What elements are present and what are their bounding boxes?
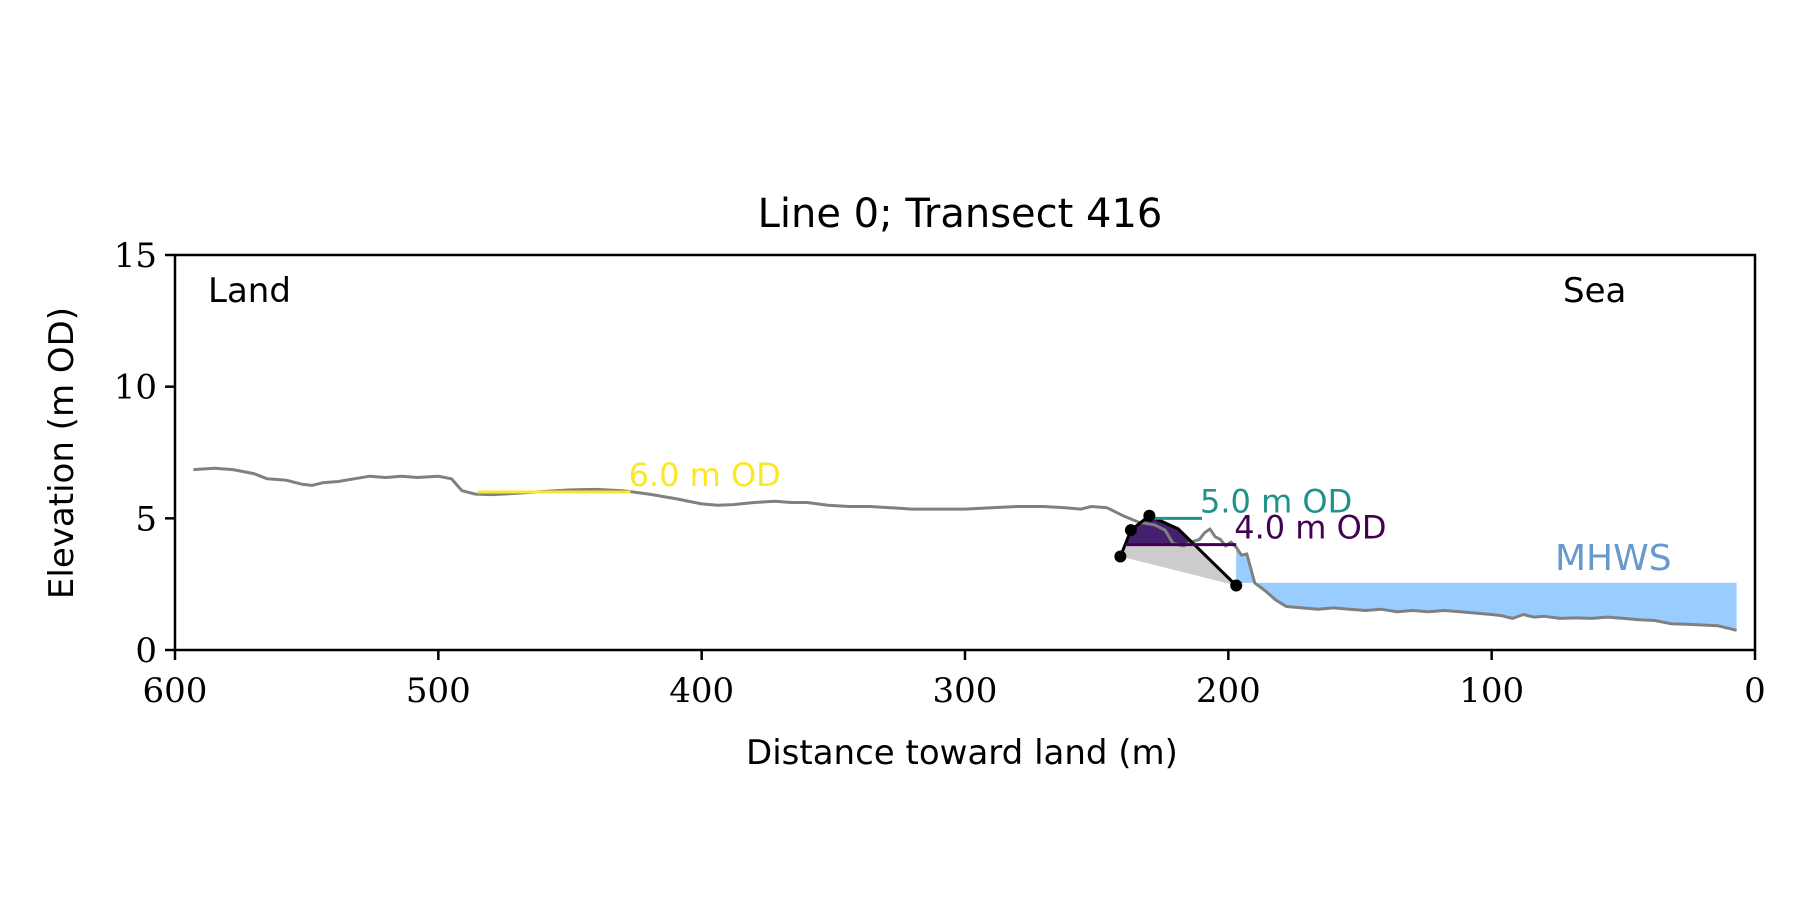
contour-label-2: 4.0 m OD xyxy=(1234,509,1386,547)
x-axis-label: Distance toward land (m) xyxy=(746,733,1178,773)
x-tick-label-5: 100 xyxy=(1459,671,1524,711)
x-tick-label-6: 0 xyxy=(1744,671,1766,711)
x-axis: 600 500 400 300 200 100 0 xyxy=(143,650,1766,711)
y-tick-label-3: 15 xyxy=(114,236,157,276)
x-tick-label-4: 200 xyxy=(1196,671,1261,711)
y-tick-label-0: 0 xyxy=(135,631,157,671)
sea-label: Sea xyxy=(1563,271,1626,311)
chart-title: Line 0; Transect 416 xyxy=(758,191,1163,237)
x-tick-label-1: 500 xyxy=(406,671,471,711)
y-axis-label: Elevation (m OD) xyxy=(42,307,82,599)
dune-vertex-3 xyxy=(1230,579,1243,592)
x-tick-label-3: 300 xyxy=(933,671,998,711)
dune-fill-below-4m xyxy=(1120,544,1237,586)
dune-vertex-1 xyxy=(1124,524,1137,537)
dune-vertex-2 xyxy=(1143,509,1156,522)
plot-area: 6.0 m OD 5.0 m OD4.0 m OD xyxy=(193,456,1737,632)
mhws-label: MHWS xyxy=(1555,538,1672,579)
y-tick-label-1: 5 xyxy=(135,499,157,539)
dune-vertex-0 xyxy=(1114,550,1127,563)
contour-layer: 6.0 m OD 5.0 m OD4.0 m OD xyxy=(477,456,1386,547)
contour-label-0: 6.0 m OD xyxy=(629,456,781,494)
y-axis: 0 5 10 15 xyxy=(114,236,175,671)
point-layer xyxy=(1114,509,1243,592)
x-tick-label-0: 600 xyxy=(143,671,208,711)
land-label: Land xyxy=(208,271,291,311)
y-tick-label-2: 10 xyxy=(114,368,157,408)
contour-label-1: 5.0 m OD xyxy=(1200,482,1352,520)
x-tick-label-2: 400 xyxy=(669,671,734,711)
